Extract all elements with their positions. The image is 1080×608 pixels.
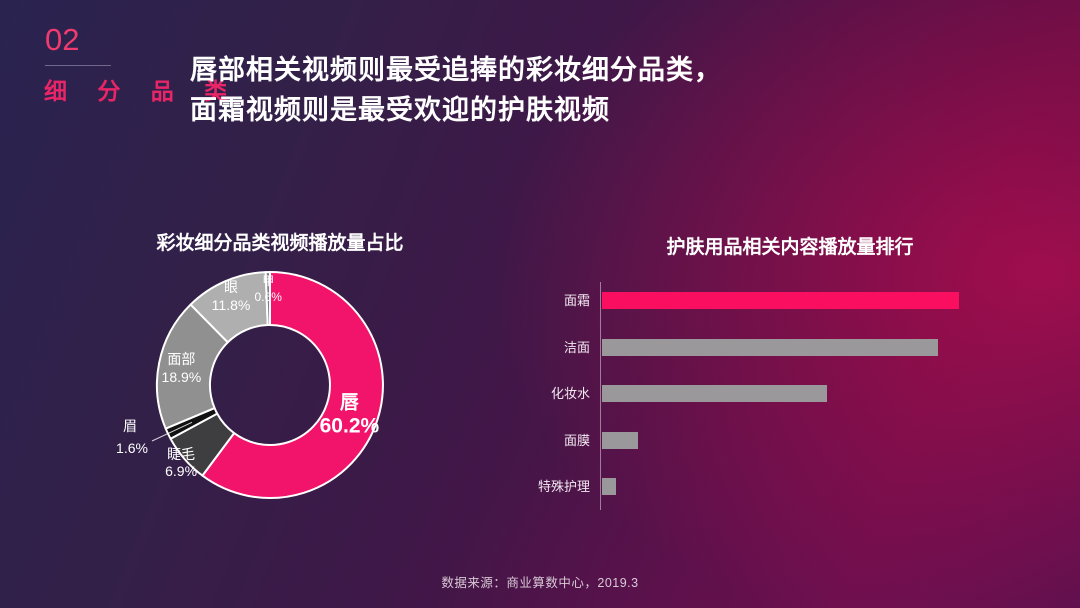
slice-label: 面部 xyxy=(167,351,195,367)
title-line-1: 唇部相关视频则最受追捧的彩妆细分品类， xyxy=(190,55,722,85)
donut-chart: 唇60.2% 睫毛6.9% 眉 1.6% 面部 18.9% 眼 11.8% 甲 0.6% xyxy=(116,271,384,499)
donut-slice-唇 xyxy=(201,271,384,499)
donut-chart-title: 彩妆细分品类视频播放量占比 xyxy=(156,233,404,254)
donut-slice-甲 xyxy=(264,271,271,326)
slide-title: 唇部相关视频则最受追捧的彩妆细分品类， 面霜视频则是最受欢迎的护肤视频 xyxy=(190,50,722,130)
bar-特殊护理 xyxy=(602,478,617,495)
data-source: 数据来源：商业算数中心，2019.3 xyxy=(441,576,639,590)
slice-label: 60.2% xyxy=(320,414,380,437)
bar-chart-axis xyxy=(600,282,601,510)
slice-label: 唇 xyxy=(340,391,359,413)
title-line-2: 面霜视频则是最受欢迎的护肤视频 xyxy=(190,95,610,125)
label-leader-line xyxy=(151,421,193,442)
slice-label: 眉 xyxy=(123,418,137,434)
slice-label: 睫毛 xyxy=(167,446,195,462)
bar-面霜 xyxy=(602,292,959,309)
slice-label: 11.8% xyxy=(212,297,251,313)
bar-面膜 xyxy=(602,431,638,449)
bar-label-面膜: 面膜 xyxy=(563,432,590,448)
section-number: 02 xyxy=(45,22,80,57)
slice-label: 眼 xyxy=(224,279,238,295)
slice-label: 1.6% xyxy=(116,440,148,456)
bar-label-洁面: 洁面 xyxy=(563,339,590,355)
slice-label: 0.6% xyxy=(255,290,283,304)
slice-label: 18.9% xyxy=(162,369,202,385)
section-underline xyxy=(45,65,111,66)
bar-label-特殊护理: 特殊护理 xyxy=(537,479,590,494)
slice-label: 甲 xyxy=(262,274,274,288)
slice-label: 6.9% xyxy=(165,463,197,479)
bar-化妆水 xyxy=(602,385,827,402)
bar-label-化妆水: 化妆水 xyxy=(550,386,590,401)
bar-chart-title: 护肤用品相关内容播放量排行 xyxy=(666,237,914,258)
section-label: 细 分 品 类 xyxy=(44,78,240,104)
bar-label-面霜: 面霜 xyxy=(563,293,590,308)
bar-洁面 xyxy=(602,338,938,356)
